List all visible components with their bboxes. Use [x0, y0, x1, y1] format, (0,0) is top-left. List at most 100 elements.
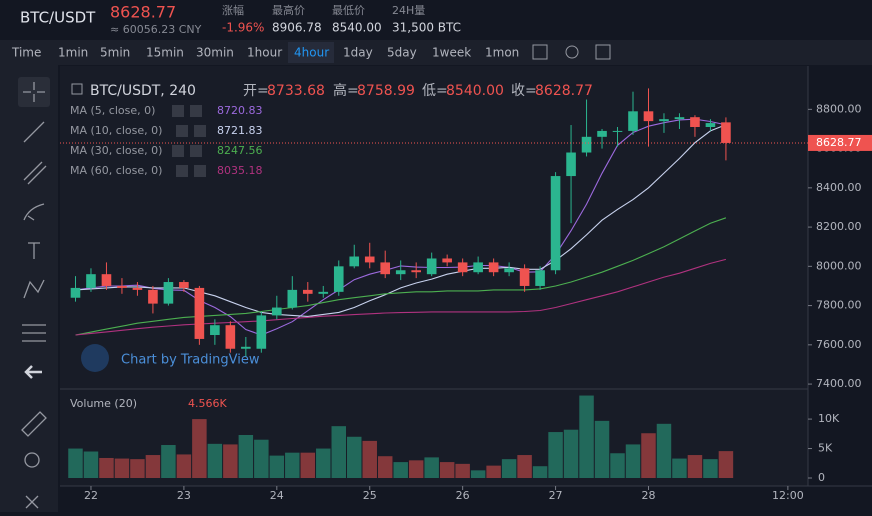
- volume-bar: [207, 443, 223, 478]
- candle-body: [488, 262, 499, 273]
- zoom-icon[interactable]: [24, 452, 40, 468]
- stat-value: -1.96%: [222, 21, 264, 35]
- interval[interactable]: 1day: [343, 46, 373, 60]
- watermark-logo: [81, 344, 109, 372]
- ma-eye[interactable]: [176, 125, 188, 137]
- stat-value: 8906.78: [272, 21, 322, 35]
- ma-name: MA (60, close, 0): [70, 164, 162, 177]
- candle-body: [86, 274, 96, 288]
- ma-close[interactable]: [190, 145, 202, 157]
- volume-name: Volume (20): [70, 397, 137, 410]
- remove-icon[interactable]: [25, 495, 39, 509]
- volume-bar: [672, 458, 687, 478]
- stat-value: 31,500 BTC: [392, 21, 461, 35]
- interval[interactable]: 1mon: [485, 46, 519, 60]
- x-tick-label: 22: [84, 489, 98, 502]
- ma-value: 8720.83: [217, 104, 263, 117]
- interval[interactable]: 1min: [58, 46, 88, 60]
- fib-icon[interactable]: [22, 324, 46, 342]
- settings-icon[interactable]: [565, 45, 579, 59]
- pattern-icon[interactable]: [23, 279, 45, 299]
- brush-icon[interactable]: [23, 203, 45, 221]
- candle-body: [504, 268, 514, 273]
- crosshair-icon[interactable]: [23, 82, 45, 102]
- candle-body: [581, 136, 592, 153]
- chart-title: BTC/USDT, 240: [90, 83, 196, 99]
- interval[interactable]: 1week: [432, 46, 471, 60]
- ma-line: [75, 217, 727, 336]
- ma-eye[interactable]: [172, 105, 184, 117]
- volume-bar: [130, 459, 145, 478]
- ma-name: MA (30, close, 0): [70, 144, 162, 157]
- y-tick-label: 7800.00: [816, 299, 862, 312]
- volume-bar: [594, 420, 610, 478]
- candle-body: [674, 117, 685, 120]
- x-tick-label: 24: [270, 489, 284, 502]
- ohlc-value: 8628.77: [535, 83, 593, 99]
- candle-body: [473, 262, 483, 273]
- ma-close[interactable]: [194, 165, 206, 177]
- x-tick-label: 25: [363, 489, 377, 502]
- ohlc-value: 8758.99: [357, 83, 415, 99]
- volume-tick-label: 10K: [818, 412, 840, 425]
- volume-bar: [703, 459, 718, 478]
- candle-body: [132, 287, 143, 290]
- ma-close[interactable]: [194, 125, 206, 137]
- volume-tick-label: 0: [818, 471, 825, 484]
- candle-body: [426, 258, 437, 275]
- price: 8628.77: [110, 3, 176, 22]
- ma-eye[interactable]: [176, 165, 188, 177]
- y-tick-label: 7400.00: [816, 377, 862, 390]
- candle-body: [349, 256, 360, 267]
- line-icon[interactable]: [23, 121, 45, 143]
- interval[interactable]: 5min: [100, 46, 130, 60]
- volume-bar: [331, 426, 347, 478]
- candle-body: [411, 270, 421, 273]
- volume-bar: [285, 452, 300, 478]
- candle-body: [179, 282, 189, 288]
- toolbar-icons[interactable]: [532, 44, 611, 60]
- volume-tick-label: 5K: [818, 442, 833, 455]
- volume-bar: [393, 462, 408, 478]
- volume-bar: [470, 470, 486, 478]
- volume-bar: [145, 455, 161, 478]
- text-icon[interactable]: [28, 242, 40, 259]
- back-icon[interactable]: [24, 365, 42, 379]
- parallel-icon[interactable]: [23, 161, 47, 185]
- interval[interactable]: 15min: [146, 46, 184, 60]
- legend-collapse[interactable]: [71, 83, 83, 95]
- candle-body: [272, 307, 282, 316]
- x-tick-label: 23: [177, 489, 191, 502]
- candle-body: [101, 274, 112, 286]
- ma-name: MA (5, close, 0): [70, 104, 155, 117]
- x-tick-label: 26: [456, 489, 470, 502]
- volume-bar: [625, 444, 641, 478]
- volume-bar: [408, 460, 424, 478]
- interval[interactable]: Time: [11, 46, 41, 60]
- candle-body: [628, 111, 638, 131]
- chart-type-icon[interactable]: [532, 44, 548, 60]
- volume-bar: [377, 456, 393, 478]
- sidebar-icons[interactable]: [18, 77, 50, 509]
- stat-label: 涨幅: [222, 4, 244, 17]
- interval[interactable]: 1hour: [247, 46, 282, 60]
- ma-close[interactable]: [190, 105, 202, 117]
- y-tick-label: 8800.00: [816, 102, 862, 115]
- candle-body: [395, 270, 406, 275]
- interval[interactable]: 30min: [196, 46, 234, 60]
- candle-body: [550, 176, 561, 271]
- interval[interactable]: 5day: [387, 46, 417, 60]
- stat-label: 最低价: [332, 4, 365, 17]
- volume-bar: [83, 451, 99, 478]
- ma-eye[interactable]: [172, 145, 184, 157]
- y-tick-label: 8200.00: [816, 220, 862, 233]
- tool-active-bg: [18, 77, 50, 107]
- ruler-icon[interactable]: [21, 411, 47, 437]
- ohlc-label: 低=: [422, 83, 448, 99]
- sidebar: [0, 65, 58, 512]
- screenshot-icon[interactable]: [595, 44, 611, 60]
- ma-value: 8721.83: [217, 124, 263, 137]
- candle-body: [318, 291, 329, 294]
- volume-bar: [424, 457, 439, 478]
- interval[interactable]: 4hour: [294, 46, 329, 60]
